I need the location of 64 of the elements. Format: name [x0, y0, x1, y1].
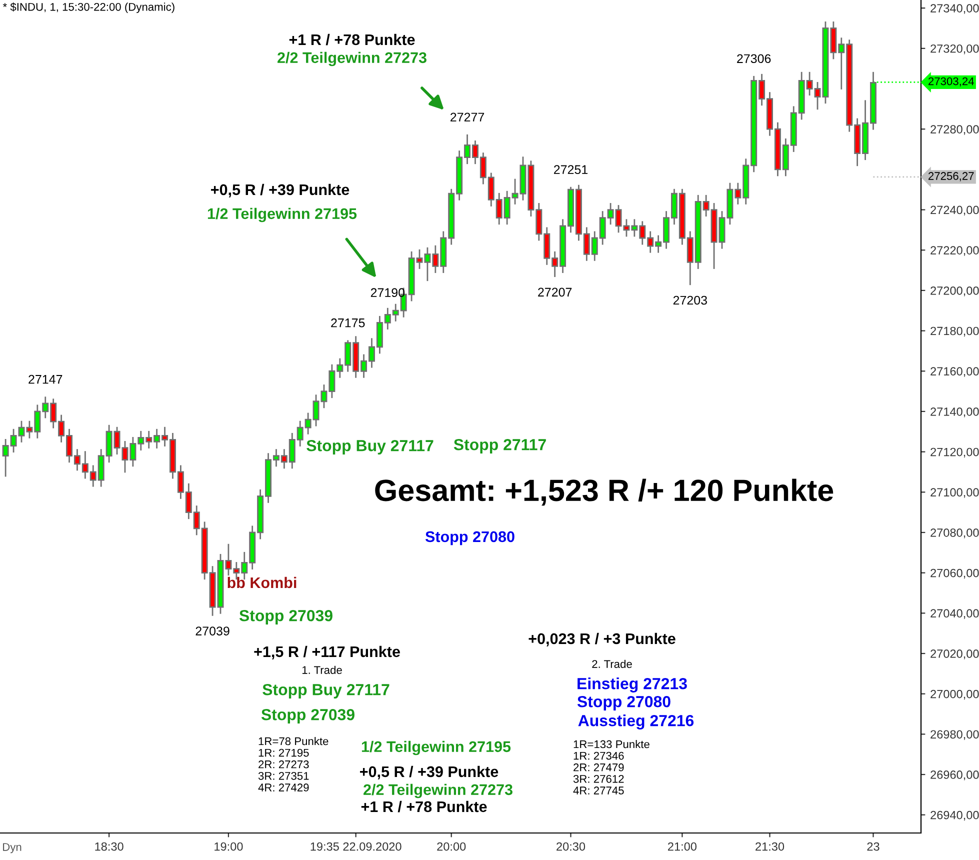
annotation: 1R=78 Punkte 1R: 27195 2R: 27273 3R: 27351 4R: 27429 — [258, 737, 328, 792]
annotation: Ausstieg 27216 — [578, 714, 694, 730]
y-tick-label: 27320,00 — [930, 44, 979, 54]
x-tick-label: 19:35 22.09.2020 — [310, 842, 402, 851]
y-tick-label: 27020,00 — [930, 650, 979, 660]
y-tick-label: 27080,00 — [930, 528, 979, 538]
annotation: Stopp 27117 — [454, 438, 546, 454]
annotation: 2/2 Teilgewinn 27273 — [364, 784, 512, 798]
annotation: 27306 — [737, 54, 771, 64]
annotation: Stopp 27039 — [239, 610, 332, 624]
annotation: 1/2 Teilgewinn 27195 — [362, 740, 511, 756]
annotation: 2/2 Teilgewinn 27273 — [278, 52, 426, 66]
x-tick-label: 23 — [867, 842, 880, 851]
annotation: Stopp 27080 — [425, 531, 514, 546]
y-tick-label: 27160,00 — [930, 367, 979, 377]
annotation: Einstieg 27213 — [578, 678, 687, 692]
annotation: 27277 — [450, 112, 484, 122]
annotation: Stopp Buy 27117 — [306, 440, 434, 454]
y-tick-label: 27060,00 — [930, 568, 979, 579]
y-tick-label: 26940,00 — [930, 810, 979, 821]
x-tick-label: 20:00 — [437, 842, 466, 851]
x-tick-label: 20:30 — [556, 842, 586, 851]
y-tick-label: 27220,00 — [930, 246, 979, 256]
annotation: 27147 — [28, 374, 62, 384]
annotation: 27039 — [196, 626, 230, 636]
y-tick-label: 26980,00 — [930, 730, 979, 740]
annotation: 27203 — [673, 296, 707, 305]
y-tick-label: 27040,00 — [930, 609, 979, 619]
y-tick-label: 27140,00 — [930, 407, 979, 418]
y-tick-label: 27340,00 — [930, 4, 979, 14]
annotation: Stopp Buy 27117 — [262, 684, 390, 698]
annotation: Stopp 27039 — [261, 708, 354, 724]
annotation: +0,5 R / +39 Punkte — [360, 766, 498, 780]
y-tick-label: 27240,00 — [930, 206, 979, 216]
annotation: 27175 — [331, 318, 365, 328]
x-tick-label: 21:00 — [668, 842, 697, 851]
ref-line-label: 27303,24 — [928, 77, 974, 87]
annotation: +0,5 R / +39 Punkte — [211, 184, 350, 198]
annotation: 1/2 Teilgewinn 27195 — [208, 208, 357, 222]
y-tick-label: 27280,00 — [930, 125, 979, 135]
annotation: 27251 — [554, 165, 588, 174]
annotation: +0,023 R / +3 Punkte — [528, 632, 676, 646]
y-tick-label: 27180,00 — [930, 326, 979, 337]
text: Dyn — [3, 843, 22, 854]
chart-title: * $INDU, 1, 15:30-22:00 (Dynamic) — [2, 2, 174, 14]
x-tick-label: 18:30 — [95, 842, 124, 851]
y-tick-label: 27100,00 — [930, 488, 979, 498]
annotation: 1R=133 Punkte 1R: 27346 2R: 27479 3R: 27612 4R: 27745 — [573, 740, 650, 794]
annotation: Gesamt: +1,523 R /+ 120 Punkte — [375, 478, 834, 506]
annotation: +1 R / +78 Punkte — [289, 34, 415, 46]
y-tick-label: 27120,00 — [930, 448, 979, 458]
x-tick-label: 19:00 — [214, 842, 243, 851]
y-tick-label: 27200,00 — [930, 286, 979, 296]
x-tick-label: 21:30 — [756, 842, 784, 851]
y-tick-label: 26960,00 — [930, 770, 979, 780]
annotation: 27207 — [538, 288, 572, 297]
annotation: 1. Trade — [302, 666, 342, 674]
annotation: +1,5 R / +117 Punkte — [254, 646, 400, 660]
annotation: +1 R / +78 Punkte — [361, 800, 487, 812]
annotation: bb Kombi — [228, 576, 296, 588]
annotation: Stopp 27080 — [577, 696, 670, 710]
ref-line-label: 27256,27 — [928, 172, 974, 182]
y-tick-label: 27000,00 — [930, 690, 979, 700]
annotation: 2. Trade — [592, 660, 632, 668]
